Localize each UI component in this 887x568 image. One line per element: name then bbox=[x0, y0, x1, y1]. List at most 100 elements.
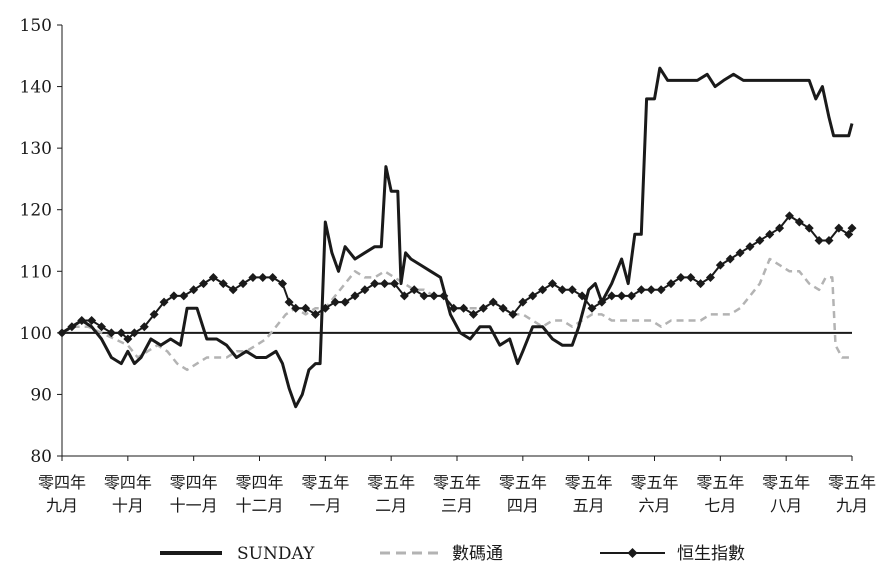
y-tick-label: 150 bbox=[20, 16, 52, 36]
series-line-1 bbox=[61, 257, 852, 372]
series-layer bbox=[57, 66, 857, 409]
y-tick-label: 100 bbox=[20, 324, 52, 344]
x-tick-label-month: 一月 bbox=[309, 496, 341, 515]
legend: SUNDAY 數碼通 恒生指數 bbox=[160, 544, 745, 564]
series-marker bbox=[468, 309, 478, 319]
series-marker bbox=[696, 279, 706, 289]
legend-label-2: 恒生指數 bbox=[677, 544, 745, 564]
x-tick-label-year: 零五年 bbox=[499, 473, 547, 492]
series-marker bbox=[360, 285, 370, 295]
series-marker bbox=[666, 279, 676, 289]
x-tick-label-year: 零五年 bbox=[367, 473, 415, 492]
legend-label-0: SUNDAY bbox=[237, 544, 315, 564]
x-tick-label-year: 零五年 bbox=[433, 473, 481, 492]
series-marker bbox=[784, 211, 794, 221]
x-tick-label-year: 零五年 bbox=[301, 473, 349, 492]
series-marker bbox=[129, 328, 139, 338]
x-tick-label-year: 零四年 bbox=[38, 473, 86, 492]
x-tick-label-year: 零五年 bbox=[565, 473, 613, 492]
series-marker bbox=[419, 291, 429, 301]
series-marker bbox=[116, 328, 126, 338]
series-marker bbox=[284, 297, 294, 307]
series-marker bbox=[518, 297, 528, 307]
series-marker bbox=[310, 309, 320, 319]
series-marker bbox=[646, 285, 656, 295]
series-marker bbox=[199, 279, 209, 289]
series-marker bbox=[755, 236, 765, 245]
y-tick-label: 90 bbox=[30, 385, 52, 405]
x-tick-label-month: 九月 bbox=[836, 496, 868, 515]
series-marker bbox=[834, 223, 844, 233]
series-marker bbox=[607, 291, 617, 301]
series-marker bbox=[208, 272, 218, 282]
series-marker bbox=[268, 272, 278, 282]
legend-label-1: 數碼通 bbox=[452, 544, 503, 564]
series-marker bbox=[399, 291, 409, 301]
series-marker bbox=[330, 297, 340, 307]
series-marker bbox=[87, 316, 97, 326]
x-tick-label-year: 零五年 bbox=[762, 473, 810, 492]
series-marker bbox=[449, 303, 459, 313]
x-tick-label-month: 八月 bbox=[770, 496, 802, 515]
series-marker bbox=[459, 303, 469, 313]
series-marker bbox=[765, 229, 775, 239]
series-marker bbox=[340, 297, 350, 307]
axes: 8090100110120130140150零四年九月零四年十月零四年十一月零四… bbox=[20, 16, 876, 515]
series-marker bbox=[636, 285, 646, 295]
series-marker bbox=[97, 322, 106, 332]
series-marker bbox=[228, 285, 238, 295]
series-marker bbox=[189, 285, 199, 295]
x-tick-label-month: 六月 bbox=[638, 496, 670, 515]
series-marker bbox=[498, 303, 508, 313]
x-tick-label-year: 零五年 bbox=[828, 473, 876, 492]
series-marker bbox=[847, 223, 857, 233]
series-marker bbox=[149, 309, 159, 319]
series-marker bbox=[567, 285, 577, 295]
series-marker bbox=[350, 291, 360, 301]
x-tick-label-month: 十月 bbox=[112, 496, 144, 515]
series-marker bbox=[686, 272, 696, 282]
series-marker bbox=[409, 285, 419, 295]
series-marker bbox=[248, 272, 258, 282]
x-tick-label-year: 零五年 bbox=[696, 473, 744, 492]
series-marker bbox=[380, 279, 390, 289]
series-marker bbox=[557, 285, 567, 295]
series-marker bbox=[106, 328, 116, 338]
series-line-0 bbox=[61, 66, 854, 409]
series-marker bbox=[159, 297, 169, 307]
series-marker bbox=[587, 303, 597, 313]
x-tick-label-month: 七月 bbox=[704, 496, 736, 515]
series-marker bbox=[370, 279, 380, 289]
x-tick-label-month: 五月 bbox=[573, 496, 605, 515]
y-tick-label: 130 bbox=[20, 139, 52, 159]
series-marker bbox=[715, 260, 725, 270]
series-marker bbox=[123, 334, 133, 344]
series-marker bbox=[676, 272, 686, 282]
series-marker bbox=[735, 248, 745, 258]
series-marker bbox=[478, 303, 488, 313]
series-marker bbox=[389, 279, 399, 289]
series-marker bbox=[528, 291, 538, 301]
x-tick-label-year: 零五年 bbox=[630, 473, 678, 492]
x-tick-label-month: 三月 bbox=[441, 496, 473, 515]
series-marker bbox=[804, 223, 814, 233]
legend-marker bbox=[627, 548, 638, 558]
y-tick-label: 140 bbox=[20, 78, 52, 98]
x-tick-label-year: 零四年 bbox=[235, 473, 283, 492]
series-marker bbox=[429, 291, 439, 301]
series-marker bbox=[617, 291, 627, 301]
series-marker bbox=[238, 279, 248, 289]
x-tick-label-month: 四月 bbox=[507, 496, 539, 515]
series-marker bbox=[775, 223, 785, 233]
series-marker bbox=[169, 291, 179, 301]
series-marker bbox=[725, 254, 735, 264]
series-marker bbox=[538, 285, 548, 295]
series-line-2 bbox=[61, 214, 853, 340]
series-marker bbox=[824, 236, 834, 245]
series-marker bbox=[745, 242, 755, 252]
series-marker bbox=[508, 309, 518, 319]
series-marker bbox=[301, 303, 311, 313]
series-marker bbox=[626, 291, 636, 301]
x-tick-label-month: 十二月 bbox=[235, 496, 283, 515]
